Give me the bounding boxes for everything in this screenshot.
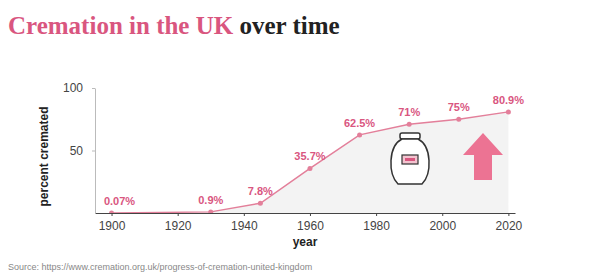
plot-area <box>109 109 511 213</box>
data-label: 35.7% <box>294 150 325 162</box>
point <box>258 201 263 206</box>
data-label: 0.07% <box>104 195 135 207</box>
x-tick-label: 1980 <box>363 219 390 233</box>
y-tick: 50 <box>70 144 95 158</box>
data-label: 75% <box>448 101 470 113</box>
x-tick-label: 1960 <box>297 219 324 233</box>
y-axis-line <box>95 89 96 214</box>
y-tick-label: 100 <box>63 81 83 95</box>
x-tick-label: 1940 <box>231 219 258 233</box>
x-tick-label: 1900 <box>99 219 126 233</box>
title: Cremation in the UK over time <box>8 12 340 39</box>
urn-plaque <box>402 155 418 164</box>
x-tick: 1940 <box>231 213 258 233</box>
x-tick-mark <box>178 213 179 216</box>
x-tick: 2000 <box>429 213 456 233</box>
point <box>506 109 511 114</box>
x-tick-mark <box>376 213 377 216</box>
x-tick-mark <box>310 213 311 216</box>
data-label: 0.9% <box>198 194 223 206</box>
x-tick: 1920 <box>165 213 192 233</box>
data-label: 62.5% <box>344 117 375 129</box>
data-label: 71% <box>398 106 420 118</box>
x-axis: 1900 1920 1940 1960 1980 2000 2020 <box>96 213 523 233</box>
x-tick-label: 2000 <box>429 219 456 233</box>
x-tick-label: 1920 <box>165 219 192 233</box>
title-part: over time <box>239 12 339 39</box>
x-tick: 1900 <box>99 213 126 233</box>
urn-body <box>391 139 429 184</box>
chart-container: Cremation in the UK over time 1900 1920 194… <box>0 0 600 277</box>
urn-icon <box>391 133 429 184</box>
x-axis-title: year <box>293 235 318 249</box>
urn-plaque-band <box>405 158 415 161</box>
x-tick-mark <box>112 213 113 216</box>
up-arrow <box>463 133 503 180</box>
y-axis: 50 100 <box>63 81 96 213</box>
data-labels: 0.07% 0.9% 7.8% 35.7% 62.5% 71% 75% 80.9% <box>104 94 524 207</box>
x-tick-mark <box>442 213 443 216</box>
x-tick-mark <box>508 213 509 216</box>
y-tick-mark <box>92 88 95 89</box>
chart-svg: Cremation in the UK over time 1900 1920 194… <box>0 0 600 277</box>
y-axis-title: percent cremated <box>37 106 51 206</box>
point <box>407 122 412 127</box>
y-tick: 100 <box>63 81 95 95</box>
line <box>112 112 509 213</box>
x-tick: 1980 <box>363 213 390 233</box>
y-tick-label: 50 <box>70 144 84 158</box>
title-part: Cremation in the UK <box>8 12 239 39</box>
point <box>307 166 312 171</box>
x-tick: 2020 <box>496 213 523 233</box>
data-label: 7.8% <box>248 185 273 197</box>
point <box>357 132 362 137</box>
point <box>109 210 114 213</box>
x-tick-label: 2020 <box>496 219 523 233</box>
x-axis-line <box>96 213 516 214</box>
point <box>456 117 461 122</box>
point <box>208 209 213 213</box>
urn-lid <box>400 133 420 139</box>
source: Source: https://www.cremation.org.uk/pro… <box>8 262 312 272</box>
area <box>112 112 509 213</box>
y-tick-mark <box>92 151 95 152</box>
x-tick: 1960 <box>297 213 324 233</box>
data-label: 80.9% <box>493 94 524 106</box>
x-tick-mark <box>244 213 245 216</box>
